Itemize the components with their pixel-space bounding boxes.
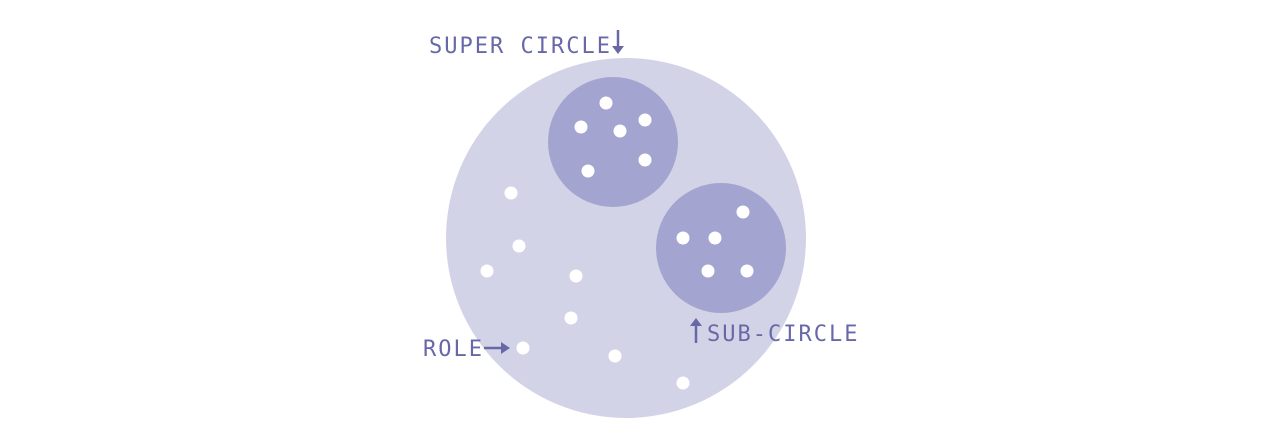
super-circle — [446, 58, 806, 418]
role-dot — [638, 113, 652, 127]
role-dot — [676, 231, 690, 245]
role-dot — [613, 124, 627, 138]
role-dot — [581, 164, 595, 178]
role-dot — [736, 205, 750, 219]
role-dot — [599, 96, 613, 110]
sub-circle-top — [548, 77, 678, 207]
role-dot — [638, 153, 652, 167]
sub-circle-label: SUB-CIRCLE — [707, 322, 859, 347]
role-dot — [512, 239, 526, 253]
role-dot — [608, 349, 622, 363]
role-dot — [701, 264, 715, 278]
role-dot — [504, 186, 518, 200]
arrow-right-icon — [484, 342, 510, 354]
role-label: ROLE — [423, 337, 484, 362]
role-dot — [569, 269, 583, 283]
role-dot — [676, 376, 690, 390]
role-dot — [564, 311, 578, 325]
role-dot — [516, 341, 530, 355]
role-dot — [740, 264, 754, 278]
arrow-up-icon — [690, 318, 702, 343]
super-circle-label: SUPER CIRCLE — [429, 34, 612, 59]
sub-circle-right — [656, 183, 786, 313]
role-dot — [574, 120, 588, 134]
arrow-down-icon — [612, 30, 624, 54]
role-dot — [480, 264, 494, 278]
role-dot — [708, 231, 722, 245]
